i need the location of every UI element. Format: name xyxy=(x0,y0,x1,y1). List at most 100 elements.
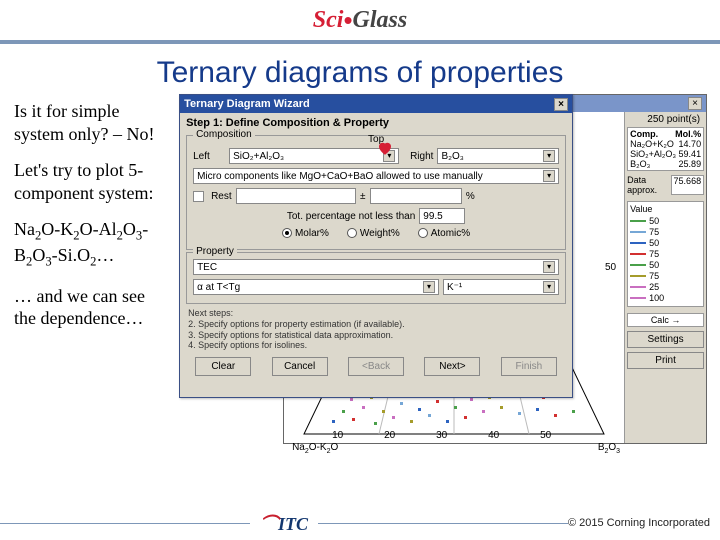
comp-row: Na₂O+K₂O14.70 xyxy=(630,139,701,149)
close-icon[interactable]: × xyxy=(688,97,702,110)
rest-input[interactable] xyxy=(236,188,356,204)
totperc-value: 99.5 xyxy=(423,211,442,222)
data-approx-label: Data approx. xyxy=(627,175,670,195)
property-value: TEC xyxy=(197,262,217,273)
logo-part1: Sci xyxy=(313,7,344,34)
percent-label: % xyxy=(466,191,475,202)
cancel-button[interactable]: Cancel xyxy=(272,357,328,376)
property-cond-input[interactable]: α at T<Tg ▾ xyxy=(193,279,439,295)
axis-tick: 30 xyxy=(436,430,447,441)
wizard-dialog: Ternary Diagram Wizard × Step 1: Define … xyxy=(179,94,573,398)
comp-name: Na₂O+K₂O xyxy=(630,139,674,149)
totperc-row: Tot. percentage not less than 99.5 xyxy=(193,208,559,224)
close-icon[interactable]: × xyxy=(554,98,568,111)
legend-row: 100 xyxy=(630,293,701,303)
logo-dot: • xyxy=(343,5,352,36)
rest-checkbox[interactable] xyxy=(193,191,204,202)
points-count: 250 point(s) xyxy=(627,114,704,125)
radio-icon xyxy=(418,228,428,238)
back-button[interactable]: <Back xyxy=(348,357,404,376)
chevron-down-icon[interactable]: ▾ xyxy=(543,150,555,162)
axis-tick: 20 xyxy=(384,430,395,441)
comp-val: 59.41 xyxy=(679,149,702,159)
property-cond-value: α at T<Tg xyxy=(197,282,240,293)
property-row2: α at T<Tg ▾ K⁻¹ ▾ xyxy=(193,279,559,295)
radio-weight[interactable]: Weight% xyxy=(347,228,400,239)
para-2: Let's try to plot 5-component system: xyxy=(14,159,171,204)
legend-value: 75 xyxy=(649,227,659,237)
value-label: Value xyxy=(630,204,701,214)
slide-body: Is it for simple system only? – No! Let'… xyxy=(0,96,720,450)
data-approx-row: Data approx. 75.668 xyxy=(627,175,704,195)
comp-name: B₂O₃ xyxy=(630,159,650,169)
radio-label-atomic: Atomic% xyxy=(431,228,470,239)
micro-components-input[interactable]: Micro components like MgO+CaO+BaO allowe… xyxy=(193,168,559,184)
wizard-title-text: Ternary Diagram Wizard xyxy=(184,98,310,110)
footer: ⌒ITC © 2015 Corning Incorporated xyxy=(0,510,720,536)
legend-swatch xyxy=(630,275,646,277)
legend-swatch xyxy=(630,253,646,255)
settings-button[interactable]: Settings xyxy=(627,331,704,348)
axis-label-right: B2O3 xyxy=(598,442,620,455)
radio-molar[interactable]: Molar% xyxy=(282,228,329,239)
wizard-button-row: Clear Cancel <Back Next> Finish xyxy=(180,353,572,380)
copyright: © 2015 Corning Incorporated xyxy=(568,517,710,529)
comp-row: B₂O₃ 25.89 xyxy=(630,159,701,169)
composition-table: Comp. Mol.% Na₂O+K₂O14.70 SiO₂+Al₂O₃59.4… xyxy=(627,127,704,171)
totperc-label: Tot. percentage not less than xyxy=(287,211,415,222)
left-composition-input[interactable]: SiO₂+Al₂O₃ ▾ xyxy=(229,148,399,164)
legend-row: 25 xyxy=(630,282,701,292)
radio-atomic[interactable]: Atomic% xyxy=(418,228,470,239)
legend-value: 50 xyxy=(649,260,659,270)
legend-row: 50 xyxy=(630,238,701,248)
para-4: … and we can see the dependence… xyxy=(14,285,171,330)
legend-swatch xyxy=(630,242,646,244)
next-steps: Next steps: 2. Specify options for prope… xyxy=(180,306,572,353)
legend-row: 50 xyxy=(630,260,701,270)
legend-value: 25 xyxy=(649,282,659,292)
wizard-title-bar[interactable]: Ternary Diagram Wizard × xyxy=(180,95,572,113)
print-button[interactable]: Print xyxy=(627,352,704,369)
legend-swatch xyxy=(630,297,646,299)
finish-button[interactable]: Finish xyxy=(501,357,557,376)
para-3-formula: Na2O-K2O-Al2O3-B2O3-Si.O2… xyxy=(14,218,171,271)
legend-row: 75 xyxy=(630,227,701,237)
legend-value: 75 xyxy=(649,271,659,281)
footer-line-right xyxy=(318,523,568,524)
right-composition-input[interactable]: B₂O₃ ▾ xyxy=(437,148,559,164)
axis-label-left: Na2O-K2O xyxy=(292,442,338,455)
clear-button[interactable]: Clear xyxy=(195,357,251,376)
radio-icon xyxy=(282,228,292,238)
chevron-down-icon[interactable]: ▾ xyxy=(543,281,555,293)
footer-logo: ⌒ITC xyxy=(260,510,308,536)
chevron-down-icon[interactable]: ▾ xyxy=(423,281,435,293)
next-steps-label: Next steps: xyxy=(188,308,564,319)
chevron-down-icon[interactable]: ▾ xyxy=(543,170,555,182)
legend-row: 75 xyxy=(630,271,701,281)
chevron-down-icon[interactable]: ▾ xyxy=(543,261,555,273)
property-group-label: Property xyxy=(193,246,237,257)
property-unit-input[interactable]: K⁻¹ ▾ xyxy=(443,279,559,295)
comp-col2: Mol.% xyxy=(675,129,701,139)
left-composition-value: SiO₂+Al₂O₃ xyxy=(233,151,284,162)
legend-swatch xyxy=(630,231,646,233)
legend-swatch xyxy=(630,264,646,266)
legend-value: 100 xyxy=(649,293,664,303)
right-composition-value: B₂O₃ xyxy=(441,151,463,162)
comp-col1: Comp. xyxy=(630,129,658,139)
footer-logo-text: ITC xyxy=(278,514,308,534)
next-step-4: 4. Specify options for isolines. xyxy=(188,340,564,351)
micro-components-value: Micro components like MgO+CaO+BaO allowe… xyxy=(197,171,483,182)
legend-value: 50 xyxy=(649,216,659,226)
property-input[interactable]: TEC ▾ xyxy=(193,259,559,275)
calc-box[interactable]: Calc → xyxy=(627,313,704,327)
heart-icon xyxy=(376,139,394,157)
legend-row: 75 xyxy=(630,249,701,259)
composition-group-label: Composition xyxy=(193,129,255,140)
rest-row: Rest ± % xyxy=(193,188,559,204)
radio-label-molar: Molar% xyxy=(295,228,329,239)
rest-pm-input[interactable] xyxy=(370,188,462,204)
comp-val: 25.89 xyxy=(679,159,702,169)
totperc-input[interactable]: 99.5 xyxy=(419,208,465,224)
next-button[interactable]: Next> xyxy=(424,357,480,376)
